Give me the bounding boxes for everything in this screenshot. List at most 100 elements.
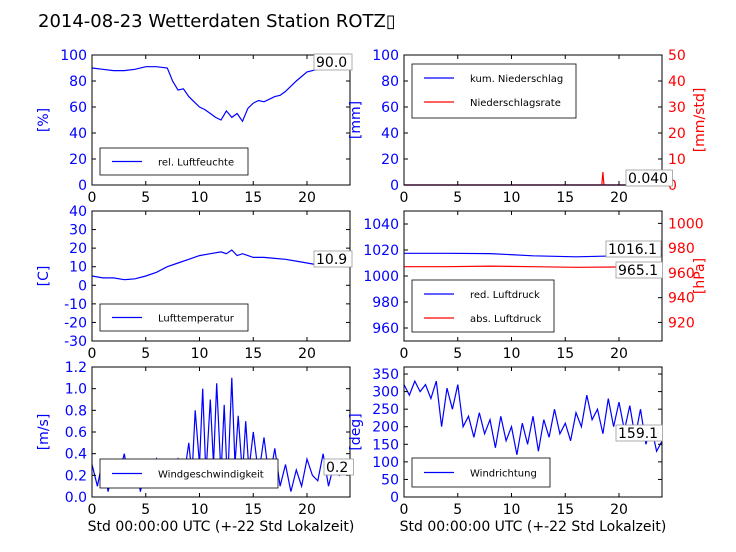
y2-tick-label: 1000	[668, 216, 704, 232]
x-tick-label: 10	[191, 502, 209, 518]
current-value-label: 965.1	[618, 263, 658, 279]
y2-tick-label: 980	[668, 241, 695, 257]
x-tick-label: 15	[244, 502, 262, 518]
series-line-temperature-0	[91, 249, 351, 281]
y-tick-label: 10	[69, 260, 87, 276]
x-tick-label: 10	[503, 190, 521, 206]
panel-precipitation: 0510152002040608010001020304050[mm/std][…	[348, 48, 708, 206]
x-tick-label: 20	[298, 346, 316, 362]
legend-entry: Niederschlagsrate	[470, 98, 561, 109]
current-value-box	[605, 240, 662, 258]
x-tick-label: 5	[453, 502, 462, 518]
y-tick-label: 150	[372, 437, 399, 453]
y-tick-label: 1000	[363, 269, 399, 285]
y-tick-label: 200	[372, 420, 399, 436]
current-value-box	[615, 424, 663, 442]
legend-box	[411, 279, 555, 333]
y-tick-label: 20	[69, 152, 87, 168]
x-tick-label: 15	[556, 346, 574, 362]
y-tick-label: 0.6	[65, 425, 87, 441]
x-tick-label: 0	[400, 190, 409, 206]
y2-tick-label: 30	[668, 100, 686, 116]
legend-box	[411, 63, 577, 119]
y-tick-label: 80	[69, 74, 87, 90]
y-tick-label: 250	[372, 402, 399, 418]
x-tick-label: 20	[298, 502, 316, 518]
axes-frame	[91, 210, 351, 342]
y-tick-label: 1.0	[65, 382, 87, 398]
current-value-label: 0.040	[628, 171, 668, 187]
legend-entry: rel. Luftfeuchte	[158, 158, 234, 169]
y-axis-label: [mm]	[348, 101, 364, 139]
y-tick-label: 30	[69, 223, 87, 239]
y2-tick-label: 940	[668, 291, 695, 307]
y-tick-label: -30	[64, 334, 87, 350]
x-tick-label: 0	[400, 346, 409, 362]
y-tick-label: 300	[372, 385, 399, 401]
x-axis-label: Std 00:00:00 UTC (+-22 Std Lokalzeit)	[88, 519, 355, 535]
figure-title: 2014-08-23 Wetterdaten Station ROTZ▯	[38, 11, 396, 32]
y-tick-label: 1040	[363, 217, 399, 233]
x-tick-label: 0	[88, 346, 97, 362]
x-axis-label: Std 00:00:00 UTC (+-22 Std Lokalzeit)	[400, 519, 667, 535]
y2-tick-label: 50	[668, 48, 686, 64]
y2-tick-label: 20	[668, 126, 686, 142]
current-value-label: 0.2	[326, 460, 348, 476]
legend-entry: Windrichtung	[470, 469, 537, 480]
y-tick-label: 60	[69, 100, 87, 116]
y2-tick-label: 920	[668, 315, 695, 331]
axes-frame	[403, 54, 663, 186]
y-tick-label: 50	[381, 472, 399, 488]
y-tick-label: 40	[381, 126, 399, 142]
x-tick-label: 20	[610, 190, 628, 206]
y-tick-label: -20	[64, 315, 87, 331]
y2-tick-label: 40	[668, 74, 686, 90]
legend-entry: Windgeschwindigkeit	[158, 470, 264, 481]
x-tick-label: 10	[191, 346, 209, 362]
x-tick-label: 15	[244, 190, 262, 206]
y-tick-label: 960	[372, 321, 399, 337]
x-tick-label: 0	[400, 502, 409, 518]
y-tick-label: 0	[78, 278, 87, 294]
legend-entry: kum. Niederschlag	[470, 74, 563, 85]
y-tick-label: 100	[372, 48, 399, 64]
x-tick-label: 5	[141, 190, 150, 206]
y-tick-label: 60	[381, 100, 399, 116]
current-value-box	[323, 458, 354, 476]
y-tick-label: 350	[372, 367, 399, 383]
current-value-label: 10.9	[316, 252, 347, 268]
y-tick-label: 100	[60, 48, 87, 64]
current-value-box	[625, 169, 673, 187]
x-tick-label: 5	[453, 190, 462, 206]
y-tick-label: 0	[78, 178, 87, 194]
y-tick-label: 20	[381, 152, 399, 168]
x-tick-label: 15	[244, 346, 262, 362]
y2-axis-label: [hPa]	[692, 258, 708, 294]
y-tick-label: 1020	[363, 243, 399, 259]
y-tick-label: 20	[69, 241, 87, 257]
y2-axis-label: [mm/std]	[692, 88, 708, 153]
x-tick-label: 5	[141, 346, 150, 362]
x-tick-label: 10	[503, 502, 521, 518]
y-tick-label: 0.2	[65, 468, 87, 484]
panel-pressure: 0 5 10 15 20 960 980 1000 1020 1040 920 940 960 980 10…	[363, 210, 708, 362]
y-tick-label: -10	[64, 297, 87, 313]
y-tick-label: 1.2	[65, 360, 87, 376]
x-tick-label: 5	[453, 346, 462, 362]
panel-humidity: 0 5 10 15 20 0 20 40 60 80 100 [%] rel. Luftfeuchte 9…	[36, 48, 353, 206]
current-value-box	[615, 261, 663, 279]
current-value-box	[313, 53, 353, 71]
y-axis-label: [deg]	[348, 413, 364, 450]
y-axis-label: [%]	[36, 108, 52, 132]
y-tick-label: 0.8	[65, 403, 87, 419]
y-tick-label: 100	[372, 455, 399, 471]
current-value-box	[313, 250, 353, 268]
x-tick-label: 10	[503, 346, 521, 362]
series-line-wind_direction-0	[403, 379, 663, 455]
current-value-label: 1016.1	[608, 242, 657, 258]
y-tick-label: 980	[372, 295, 399, 311]
y-tick-label: 80	[381, 74, 399, 90]
y2-tick-label: 10	[668, 152, 686, 168]
y-tick-label: 0.4	[65, 447, 87, 463]
